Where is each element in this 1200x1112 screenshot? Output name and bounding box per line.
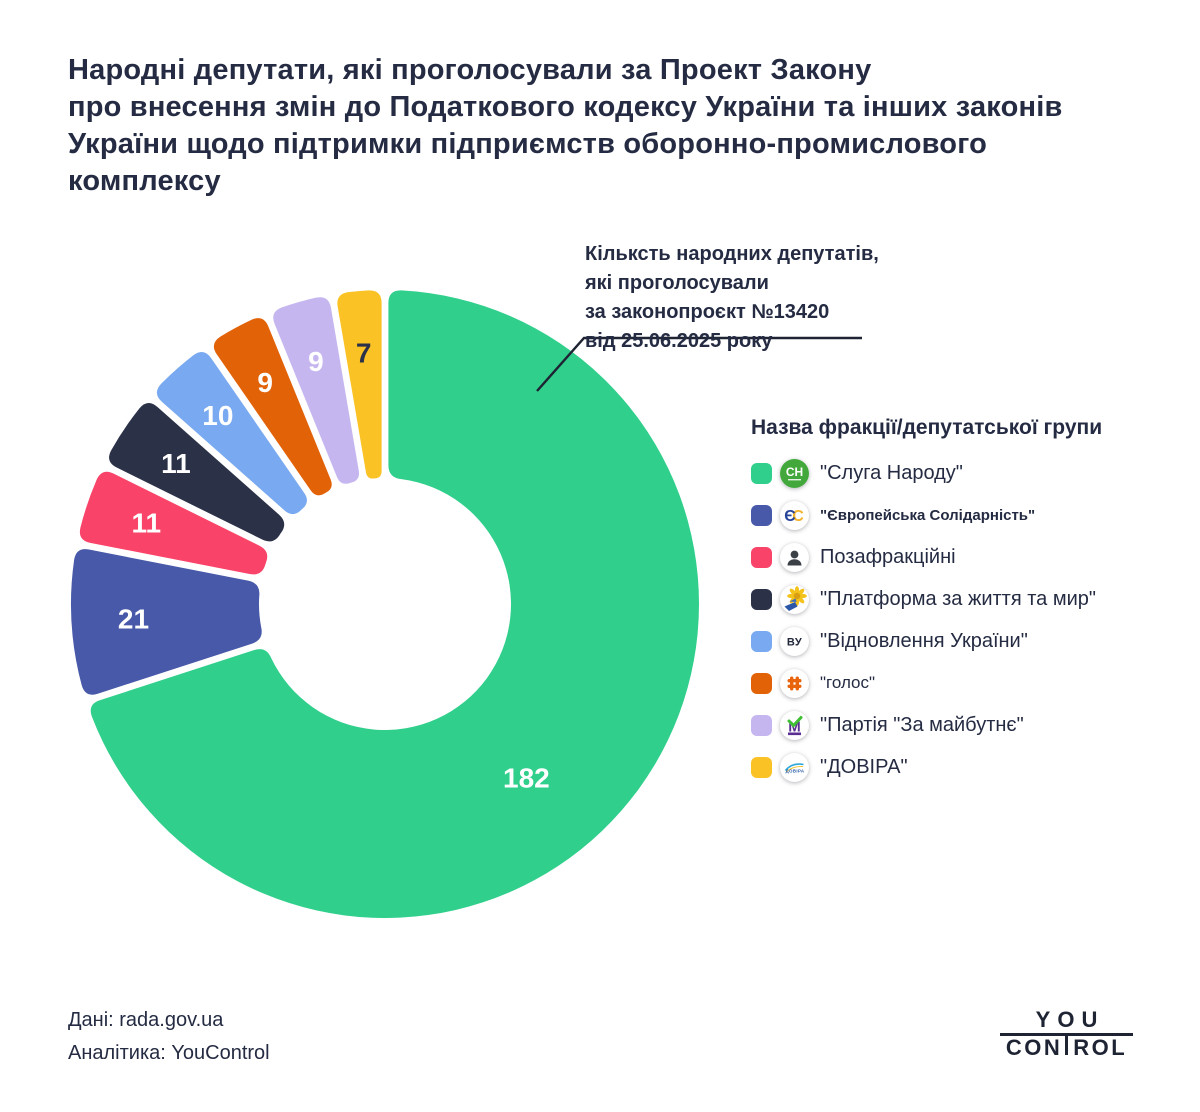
legend-label-pozafraktsiini: Позафракційні <box>820 545 956 568</box>
logo-t-stem <box>1065 1034 1069 1055</box>
legend-swatch-pozafraktsiini <box>751 546 772 568</box>
svg-text:С: С <box>792 508 804 525</box>
legend-items: СН "Слуга Народу" С Є "Європейська Солідарні… <box>751 452 1181 788</box>
segment-value-pozafraktsiini: 11 <box>131 508 161 539</box>
analytics-text: Аналітика: YouControl <box>68 1042 270 1064</box>
logo-control-text: CON ROL <box>1000 1034 1133 1060</box>
sn-party-logo-icon: СН <box>780 458 809 488</box>
independent-deputy-icon <box>780 542 809 572</box>
svg-text:СН: СН <box>786 465 803 479</box>
vu-party-logo-icon: ВУ <box>780 626 809 656</box>
legend-swatch-vidnovlennia-ukrainy <box>751 630 772 652</box>
annotation-line-4: від 25.06.2025 року <box>585 330 773 352</box>
legend-swatch-partiia-za-maibutnie <box>751 714 772 736</box>
segment-value-dovira: 7 <box>356 337 372 368</box>
legend-title: Назва фракції/депутатської групи <box>751 416 1103 439</box>
page-title: Народні депутати, які проголосували за П… <box>68 52 1168 200</box>
dovira-party-logo-icon: ДОВІРА <box>780 752 809 782</box>
segment-value-platforma-za-zhyttia-myr: 11 <box>161 448 191 479</box>
legend-swatch-yevropeiska-solidarnist <box>751 504 772 526</box>
legend-swatch-dovira <box>751 756 772 778</box>
title-line-2: про внесення змін до Податкового кодексу… <box>68 91 1063 123</box>
segment-partiia-za-maibutnie <box>273 297 360 484</box>
segment-value-partiia-za-maibutnie: 9 <box>308 346 324 377</box>
youcontrol-logo: YOU CON ROL <box>1000 1008 1133 1060</box>
segment-value-sluha-narodu: 182 <box>503 762 550 793</box>
legend-item-dovira: ДОВІРА "ДОВІРА" <box>751 746 1181 788</box>
legend-item-yevropeiska-solidarnist: С Є "Європейська Солідарність" <box>751 494 1181 536</box>
legend-label-dovira: "ДОВІРА" <box>820 755 908 778</box>
legend-swatch-platforma-za-zhyttia-myr <box>751 588 772 610</box>
logo-you-text: YOU <box>1035 1007 1105 1032</box>
logo-control-left: CON <box>1005 1035 1063 1060</box>
legend-swatch-sluha-narodu <box>751 462 772 484</box>
segment-value-vidnovlennia-ukrainy: 10 <box>202 400 233 431</box>
svg-text:Є: Є <box>784 508 795 525</box>
segment-sluha-narodu <box>90 290 699 919</box>
segment-pozafraktsiini <box>79 471 268 575</box>
svg-text:ВУ: ВУ <box>787 636 802 648</box>
platform-life-peace-logo-icon <box>780 584 809 614</box>
chart-annotation: Кільксть народних депутатів, які проголо… <box>585 240 879 356</box>
legend-label-holos: "голос" <box>820 673 876 692</box>
segment-dovira <box>337 290 382 479</box>
callout-line <box>536 336 862 392</box>
legend-label-platforma-za-zhyttia-myr: "Платформа за життя та мир" <box>820 587 1096 610</box>
title-line-1: Народні депутати, які проголосували за П… <box>68 54 872 86</box>
legend-item-sluha-narodu: СН "Слуга Народу" <box>751 452 1181 494</box>
segment-value-yevropeiska-solidarnist: 21 <box>118 604 149 635</box>
logo-control-right: ROL <box>1073 1035 1128 1060</box>
holos-party-logo-icon <box>780 668 809 698</box>
title-line-4: комплексу <box>68 165 221 197</box>
segment-holos <box>213 318 332 496</box>
annotation-line-1: Кільксть народних депутатів, <box>585 243 879 265</box>
legend-swatch-holos <box>751 672 772 694</box>
svg-text:ДОВІРА: ДОВІРА <box>786 768 805 773</box>
segment-platforma-za-zhyttia-myr <box>109 402 285 542</box>
segment-vidnovlennia-ukrainy <box>156 352 307 515</box>
annotation-line-3: за законопроєкт №13420 <box>585 301 830 323</box>
legend-label-sluha-narodu: "Слуга Народу" <box>820 461 963 484</box>
footer: Дані: rada.gov.ua Аналітика: YouControl <box>68 1004 270 1070</box>
za-maibutnie-party-logo-icon: М <box>780 710 809 740</box>
legend-item-partiia-za-maibutnie: М "Партія "За майбутнє" <box>751 704 1181 746</box>
title-line-3: України щодо підтримки підприємств оборо… <box>68 128 988 160</box>
legend-item-pozafraktsiini: Позафракційні <box>751 536 1181 578</box>
legend-label-vidnovlennia-ukrainy: "Відновлення України" <box>820 629 1028 652</box>
annotation-line-2: які проголосували <box>585 272 769 294</box>
legend: Назва фракції/депутатської групи СН "Слуг… <box>751 416 1181 788</box>
legend-item-platforma-za-zhyttia-myr: "Платформа за життя та мир" <box>751 578 1181 620</box>
segment-value-holos: 9 <box>257 367 273 398</box>
legend-item-vidnovlennia-ukrainy: ВУ "Відновлення України" <box>751 620 1181 662</box>
data-source-text: Дані: rada.gov.ua <box>68 1009 224 1031</box>
legend-label-partiia-za-maibutnie: "Партія "За майбутнє" <box>820 713 1024 736</box>
segment-yevropeiska-solidarnist <box>70 549 262 695</box>
legend-item-holos: "голос" <box>751 662 1181 704</box>
legend-label-yevropeiska-solidarnist: "Європейська Солідарність" <box>820 506 1036 524</box>
callout-polyline <box>536 336 862 392</box>
